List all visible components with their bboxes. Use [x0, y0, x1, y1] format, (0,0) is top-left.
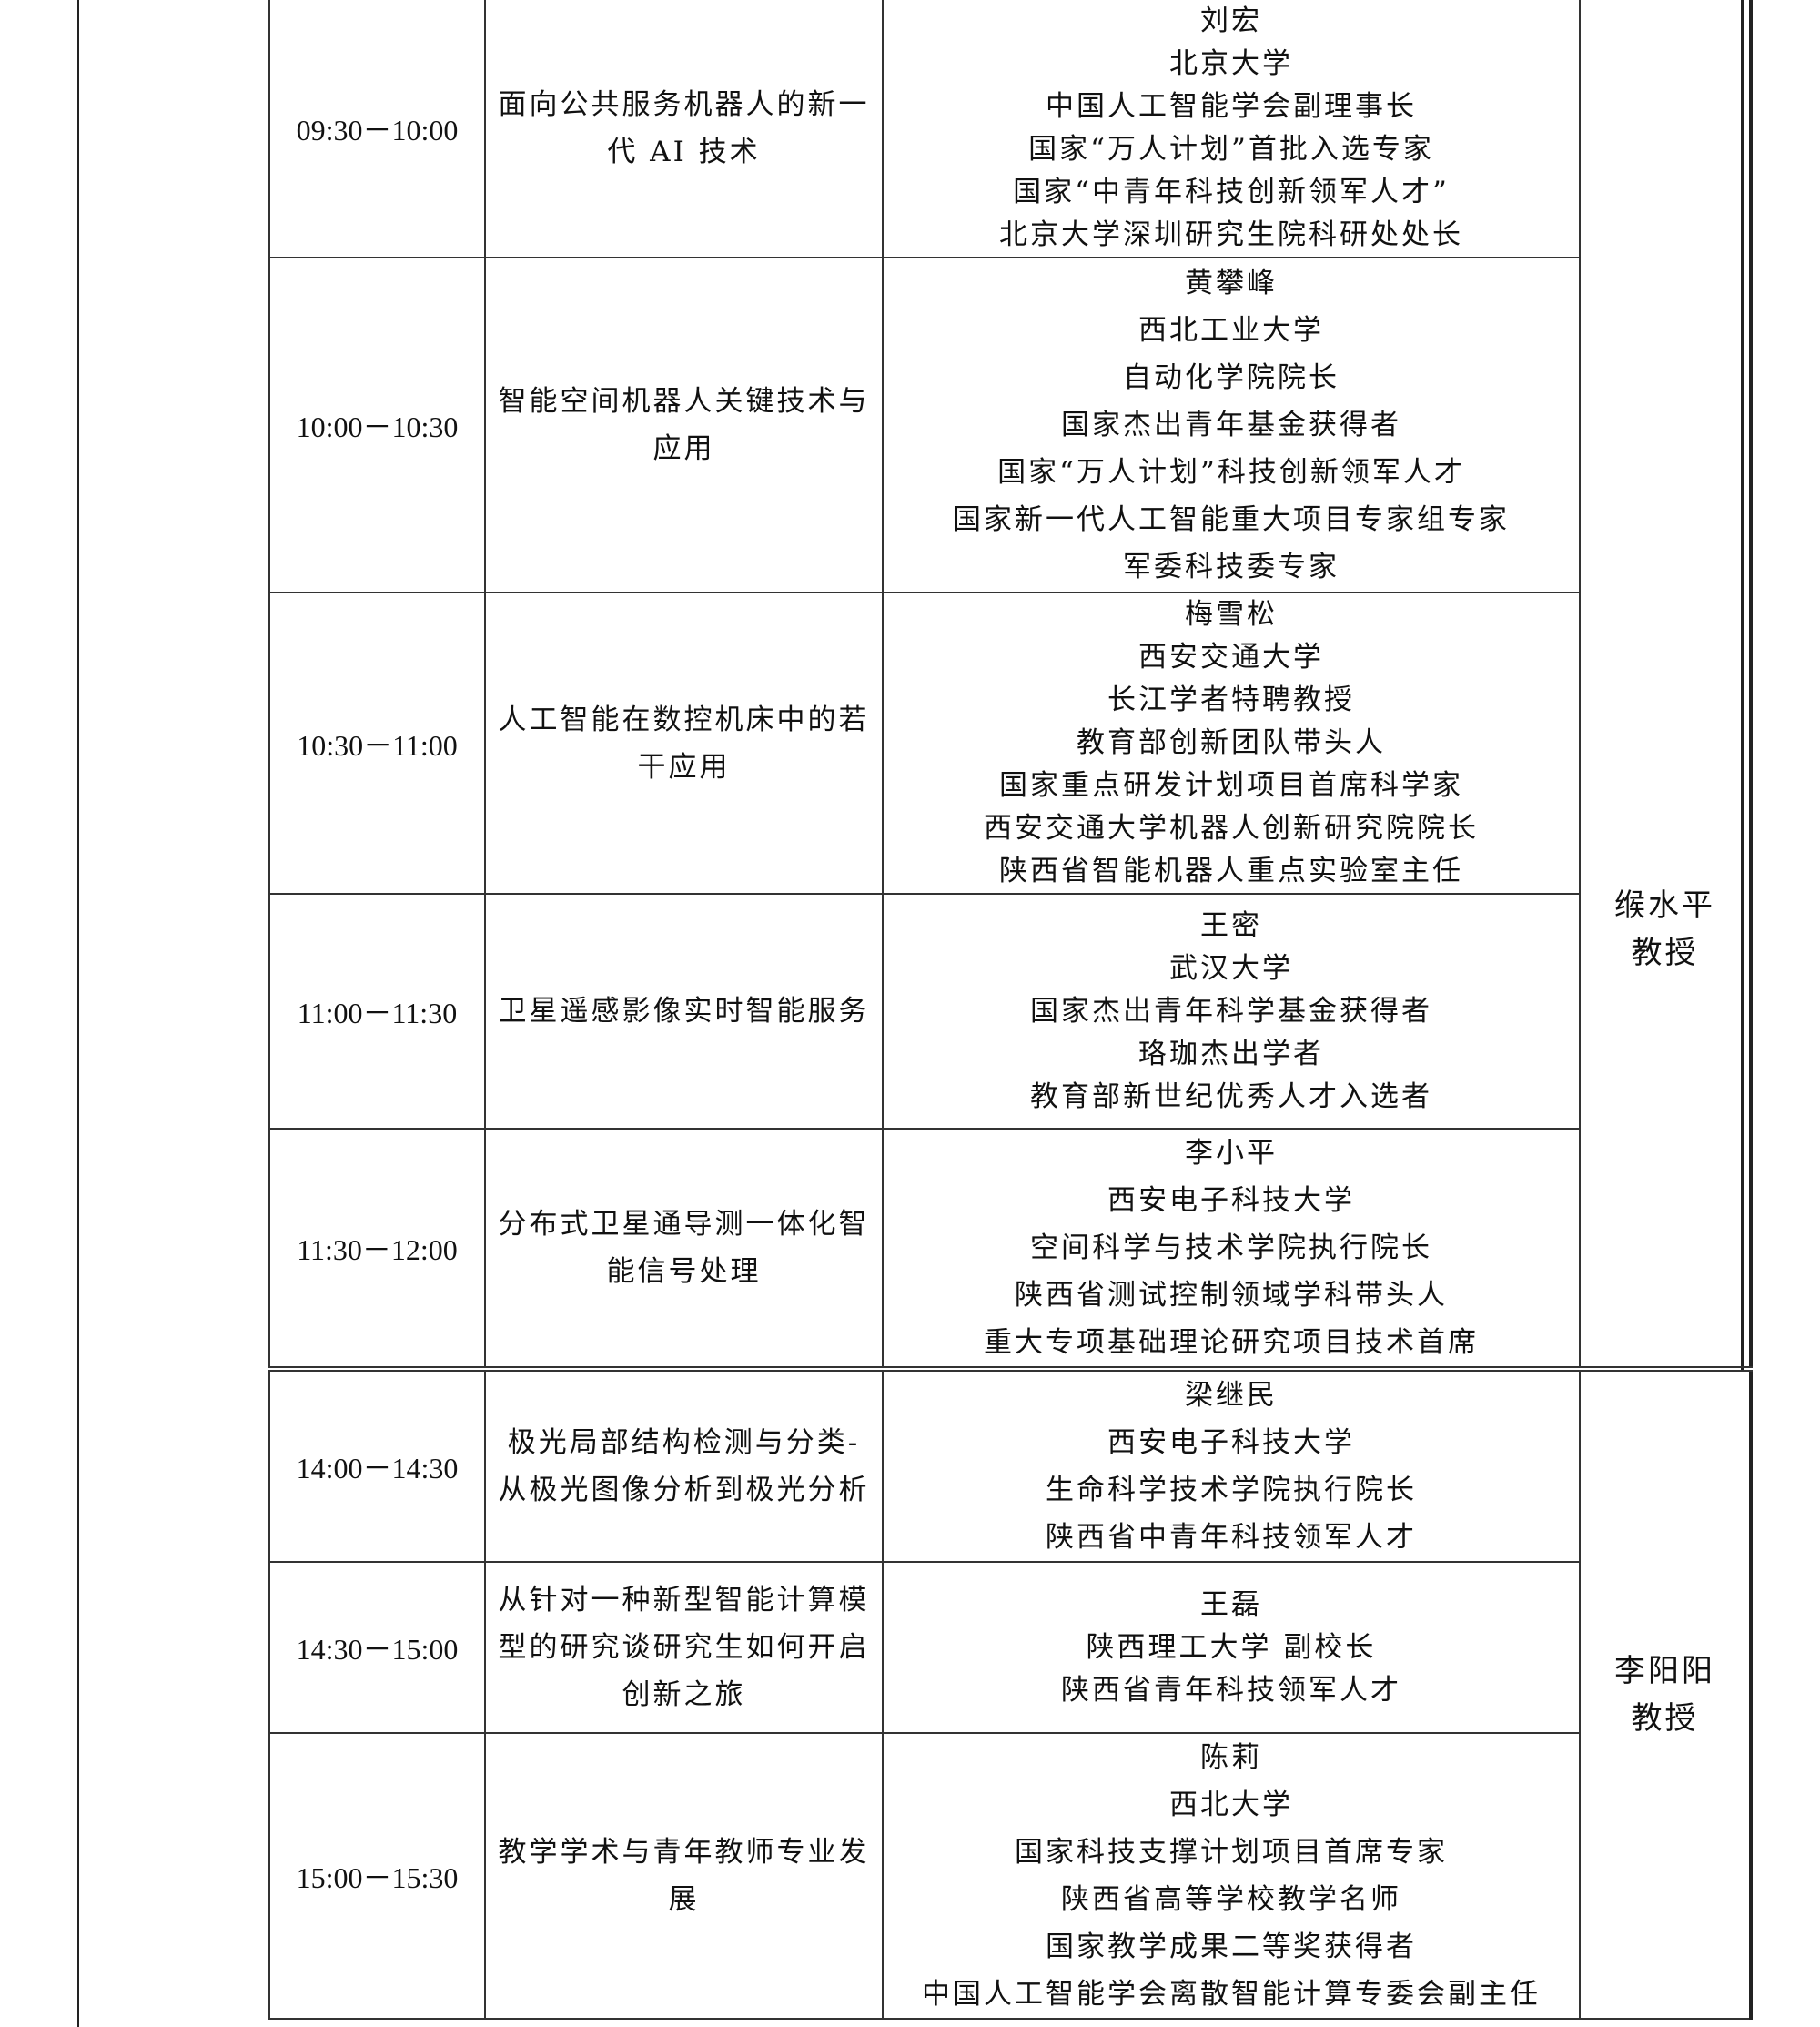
- speaker-line: 李小平: [1185, 1137, 1278, 1170]
- speaker-info: 黄攀峰西北工业大学 自动化学院院长国家杰出青年基金获得者国家“万人计划”科技创新领…: [882, 257, 1581, 593]
- speaker-line: 北京大学: [1169, 47, 1293, 80]
- schedule-row: 11:00－11:30 卫星遥感影像实时智能服务 王密 武汉大学 国家杰出青年科学基金获…: [268, 893, 1751, 1130]
- time-slot: 09:30－10:00: [268, 0, 486, 258]
- speaker-line: 长江学者特聘教授: [1107, 684, 1355, 716]
- talk-topic: 教学学术与青年教师专业发展: [484, 1732, 884, 2020]
- time-slot: 10:00－10:30: [268, 257, 486, 593]
- speaker-info: 梅雪松西安交通大学 长江学者特聘教授 教育部创新团队带头人国家重点研发计划项目首席科…: [882, 592, 1581, 895]
- speaker-line: 国家教学成果二等奖获得者: [1046, 1931, 1417, 1963]
- time-slot: 14:30－15:00: [268, 1561, 486, 1734]
- speaker-line: 王磊: [1200, 1587, 1262, 1621]
- speaker-line: 教育部新世纪优秀人才入选者: [1030, 1079, 1432, 1113]
- time-slot: 11:00－11:30: [268, 893, 486, 1130]
- session-host: 李阳阳 教授: [1579, 1366, 1753, 2020]
- speaker-line: 陕西省中青年科技领军人才: [1046, 1521, 1417, 1554]
- speaker-line: 西安交通大学: [1138, 641, 1324, 674]
- speaker-line: 西安电子科技大学: [1107, 1184, 1355, 1217]
- schedule-row: 10:30－11:00 人工智能在数控机床中的若干应用 梅雪松 西安交通大学 长江学者特…: [268, 592, 1751, 895]
- speaker-line: 国家杰出青年基金获得者: [1061, 409, 1401, 441]
- schedule-row: 14:00－14:30 极光局部结构检测与分类-从极光图像分析到极光分析 梁继民 西安…: [268, 1366, 1753, 2020]
- speaker-line: 国家重点研发计划项目首席科学家: [999, 769, 1463, 802]
- schedule-row: 14:30－15:00 从针对一种新型智能计算模型的研究谈研究生如何开启创新之旅王…: [268, 1561, 1751, 1734]
- speaker-line: 国家“万人计划”首批入选专家: [1028, 133, 1434, 166]
- talk-topic: 人工智能在数控机床中的若干应用: [484, 592, 884, 895]
- session-host: 缑水平 教授: [1579, 0, 1753, 1370]
- speaker-info: 梁继民西安电子科技大学生命科学技术学院执行院长 陕西省中青年科技领军人才: [882, 1366, 1581, 1563]
- speaker-line: 中国人工智能学会离散智能计算专委会副主任: [922, 1978, 1541, 2011]
- speaker-line: 国家“中青年科技创新领军人才”: [1013, 176, 1450, 208]
- speaker-line: 刘宏: [1200, 5, 1262, 37]
- speaker-line: 陕西省智能机器人重点实验室主任: [999, 855, 1463, 887]
- speaker-line: 北京大学深圳研究生院科研处处长: [999, 218, 1463, 251]
- talk-topic: 极光局部结构检测与分类-从极光图像分析到极光分析: [484, 1366, 884, 1563]
- speaker-line: 生命科学技术学院执行院长: [1046, 1474, 1417, 1506]
- talk-topic: 面向公共服务机器人的新一代 AI 技术: [484, 0, 884, 258]
- schedule-table: 09:30－10:00 面向公共服务机器人的新一代 AI 技术 刘宏 北京大学 中国人工…: [268, 0, 1753, 2020]
- time-slot: 14:00－14:30: [268, 1366, 486, 1563]
- speaker-line: 珞珈杰出学者: [1138, 1037, 1324, 1070]
- speaker-line: 陕西省测试控制领域学科带头人: [1015, 1279, 1448, 1312]
- time-slot: 15:00－15:30: [268, 1732, 486, 2020]
- host-line: 缑水平: [1614, 887, 1715, 924]
- host-line: 教授: [1631, 934, 1699, 971]
- speaker-info: 刘宏北京大学中国人工智能学会副理事长 国家“万人计划”首批入选专家 国家“中青年科技…: [882, 0, 1581, 258]
- speaker-info: 王密武汉大学国家杰出青年科学基金获得者 珞珈杰出学者教育部新世纪优秀人才入选者: [882, 893, 1581, 1130]
- speaker-line: 中国人工智能学会副理事长: [1046, 90, 1417, 123]
- talk-topic: 从针对一种新型智能计算模型的研究谈研究生如何开启创新之旅: [484, 1561, 884, 1734]
- speaker-line: 陕西理工大学 副校长: [1086, 1630, 1377, 1664]
- speaker-line: 武汉大学: [1169, 951, 1293, 985]
- speaker-line: 自动化学院院长: [1123, 361, 1340, 394]
- speaker-line: 梁继民: [1185, 1379, 1278, 1412]
- outer-left-border: [77, 0, 79, 2027]
- schedule-row: 11:30－12:00 分布式卫星通导测一体化智能信号处理 李小平 西安电子科技大学空…: [268, 1128, 1751, 1370]
- schedule-row: 15:00－15:30 教学学术与青年教师专业发展 陈莉 西北大学 国家科技支撑计划项目…: [268, 1732, 1751, 2020]
- speaker-line: 西安交通大学机器人创新研究院院长: [984, 812, 1479, 845]
- speaker-line: 国家杰出青年科学基金获得者: [1030, 994, 1432, 1028]
- speaker-info: 李小平西安电子科技大学空间科学与技术学院执行院长 陕西省测试控制领域学科带头人 重大…: [882, 1128, 1581, 1370]
- speaker-line: 空间科学与技术学院执行院长: [1030, 1231, 1432, 1264]
- speaker-line: 教育部创新团队带头人: [1077, 726, 1386, 759]
- talk-topic: 卫星遥感影像实时智能服务: [484, 893, 884, 1130]
- talk-topic: 分布式卫星通导测一体化智能信号处理: [484, 1128, 884, 1370]
- speaker-line: 军委科技委专家: [1123, 551, 1340, 583]
- speaker-line: 国家“万人计划”科技创新领军人才: [997, 456, 1465, 489]
- speaker-line: 黄攀峰: [1185, 267, 1278, 299]
- speaker-line: 西北大学: [1169, 1789, 1293, 1821]
- host-line: 教授: [1631, 1700, 1699, 1737]
- speaker-info: 陈莉西北大学国家科技支撑计划项目首席专家 陕西省高等学校教学名师 国家教学成果二等奖…: [882, 1732, 1581, 2020]
- schedule-row: 09:30－10:00 面向公共服务机器人的新一代 AI 技术 刘宏 北京大学 中国人工…: [268, 0, 1753, 1370]
- speaker-line: 西北工业大学: [1138, 314, 1324, 347]
- speaker-line: 王密: [1200, 908, 1262, 942]
- speaker-line: 国家新一代人工智能重大项目专家组专家: [953, 503, 1510, 536]
- speaker-line: 梅雪松: [1185, 598, 1278, 631]
- talk-topic: 智能空间机器人关键技术与应用: [484, 257, 884, 593]
- time-slot: 10:30－11:00: [268, 592, 486, 895]
- speaker-line: 国家科技支撑计划项目首席专家: [1015, 1836, 1448, 1869]
- time-slot: 11:30－12:00: [268, 1128, 486, 1370]
- speaker-line: 陕西省高等学校教学名师: [1061, 1883, 1401, 1916]
- speaker-line: 陕西省青年科技领军人才: [1061, 1673, 1401, 1707]
- speaker-info: 王磊陕西理工大学 副校长 陕西省青年科技领军人才: [882, 1561, 1581, 1734]
- speaker-line: 西安电子科技大学: [1107, 1426, 1355, 1459]
- speaker-line: 重大专项基础理论研究项目技术首席: [984, 1326, 1479, 1359]
- schedule-row: 10:00－10:30 智能空间机器人关键技术与应用 黄攀峰 西北工业大学 自动化学院院…: [268, 257, 1751, 593]
- host-line: 李阳阳: [1614, 1653, 1715, 1689]
- speaker-line: 陈莉: [1200, 1741, 1262, 1774]
